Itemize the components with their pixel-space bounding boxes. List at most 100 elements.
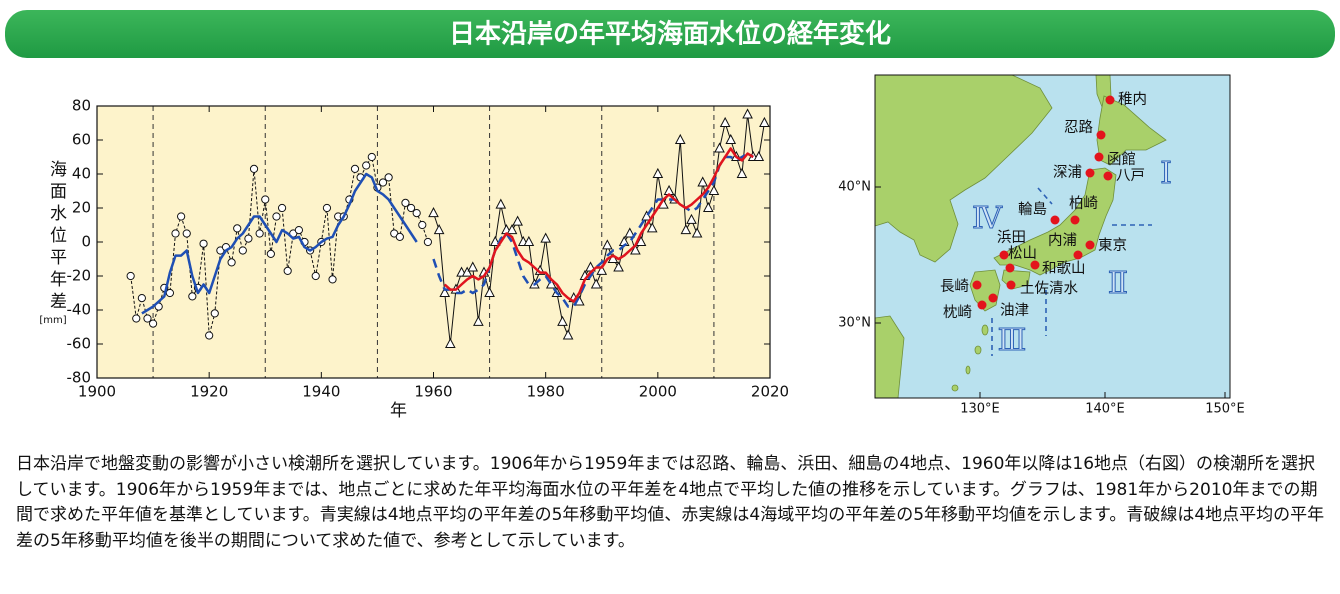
data-point: [277, 203, 287, 213]
data-point: [182, 229, 191, 238]
station-dot: [1030, 260, 1040, 270]
data-point: [473, 315, 484, 326]
map-island: [974, 345, 982, 355]
y-axis-unit: [mm]: [39, 315, 66, 326]
data-point: [244, 234, 253, 243]
description: 日本沿岸で地盤変動の影響が小さい検潮所を選択しています。1906年から1959年…: [16, 454, 1325, 551]
data-point: [294, 226, 303, 235]
station-label: 稚内: [1118, 91, 1147, 108]
data-point: [652, 167, 664, 178]
plot-frame: [96, 105, 771, 379]
x-tick-label: 1920: [190, 383, 228, 401]
data-point: [423, 237, 432, 247]
station-label: 東京: [1098, 237, 1127, 254]
station-dot: [1006, 280, 1016, 290]
map-lon-label: 130°E: [960, 402, 1000, 417]
data-point: [624, 227, 636, 238]
map-island: [981, 324, 989, 336]
data-point: [249, 164, 259, 173]
data-point: [148, 319, 158, 328]
data-point: [725, 133, 737, 144]
station-label: 和歌山: [1042, 260, 1086, 277]
header-title: 日本沿岸の年平均海面水位の経年変化: [449, 19, 891, 50]
station-dot: [1096, 130, 1106, 140]
data-point: [367, 152, 376, 162]
data-point: [512, 215, 523, 226]
data-point: [467, 261, 479, 272]
station-label: 枕崎: [943, 304, 972, 321]
data-point: [590, 278, 602, 289]
map-lon-label: 140°E: [1085, 402, 1125, 417]
data-point: [495, 198, 507, 209]
y-tick-label: 60: [72, 131, 91, 149]
station-dot: [1050, 215, 1060, 225]
data-point: [143, 314, 152, 323]
data-point: [210, 309, 219, 318]
data-point: [395, 232, 404, 241]
data-point: [283, 266, 292, 275]
data-point: [238, 246, 247, 255]
y-tick-label: 20: [72, 199, 91, 217]
map-lon-label: 150°E: [1205, 402, 1245, 417]
data-point: [311, 271, 320, 281]
series-line: [141, 172, 418, 315]
map-lat-label: 30°N: [838, 316, 871, 331]
station-label: 油津: [1000, 302, 1029, 319]
data-point: [401, 198, 410, 207]
data-point: [506, 224, 518, 235]
series-line: [443, 147, 754, 303]
station-label: 土佐清水: [1020, 280, 1078, 297]
y-tick-label: 0: [81, 233, 91, 251]
x-tick-label: 1940: [302, 383, 340, 401]
region-label: Ⅳ: [972, 201, 1003, 236]
x-tick-label: 1900: [78, 383, 116, 401]
station-label: 松山: [1008, 245, 1037, 262]
data-point: [406, 203, 416, 213]
data-point: [188, 292, 197, 301]
data-point: [137, 294, 146, 303]
x-tick-label: 1980: [527, 383, 565, 401]
map-land: [874, 74, 1053, 263]
station-label: 函館: [1107, 151, 1136, 168]
data-point: [691, 227, 703, 238]
data-point: [674, 133, 686, 144]
map-island: [951, 384, 959, 392]
data-point: [272, 212, 281, 221]
data-point: [412, 209, 421, 218]
data-point: [680, 224, 692, 235]
plot-background: [97, 106, 770, 378]
data-point: [261, 195, 270, 204]
y-tick-label: -40: [67, 301, 92, 319]
data-point: [418, 220, 427, 230]
data-point: [439, 286, 451, 297]
data-point: [384, 173, 393, 182]
data-point: [702, 201, 714, 212]
station-dot: [977, 300, 987, 310]
station-dot: [1070, 215, 1080, 225]
y-tick-label: 40: [72, 165, 91, 183]
map-lat-label: 40°N: [838, 180, 871, 195]
map-frame: [874, 74, 1231, 399]
x-tick-label: 2000: [639, 383, 677, 401]
data-point: [233, 224, 242, 233]
data-point: [484, 286, 495, 297]
station-dot: [1103, 171, 1113, 181]
station-label: 内浦: [1048, 232, 1077, 249]
data-point: [362, 161, 371, 170]
station-dot: [1105, 95, 1115, 105]
station-dot: [1085, 240, 1095, 250]
region-label: Ⅲ: [998, 323, 1027, 358]
data-point: [350, 164, 360, 173]
data-point: [714, 142, 725, 153]
data-point: [646, 222, 658, 233]
data-point: [557, 315, 568, 326]
data-point: [523, 235, 535, 246]
station-label: 輪島: [1018, 201, 1047, 218]
data-point: [227, 258, 236, 267]
data-point: [736, 167, 748, 178]
data-point: [759, 116, 770, 127]
data-point: [641, 210, 652, 221]
data-point: [708, 184, 720, 195]
